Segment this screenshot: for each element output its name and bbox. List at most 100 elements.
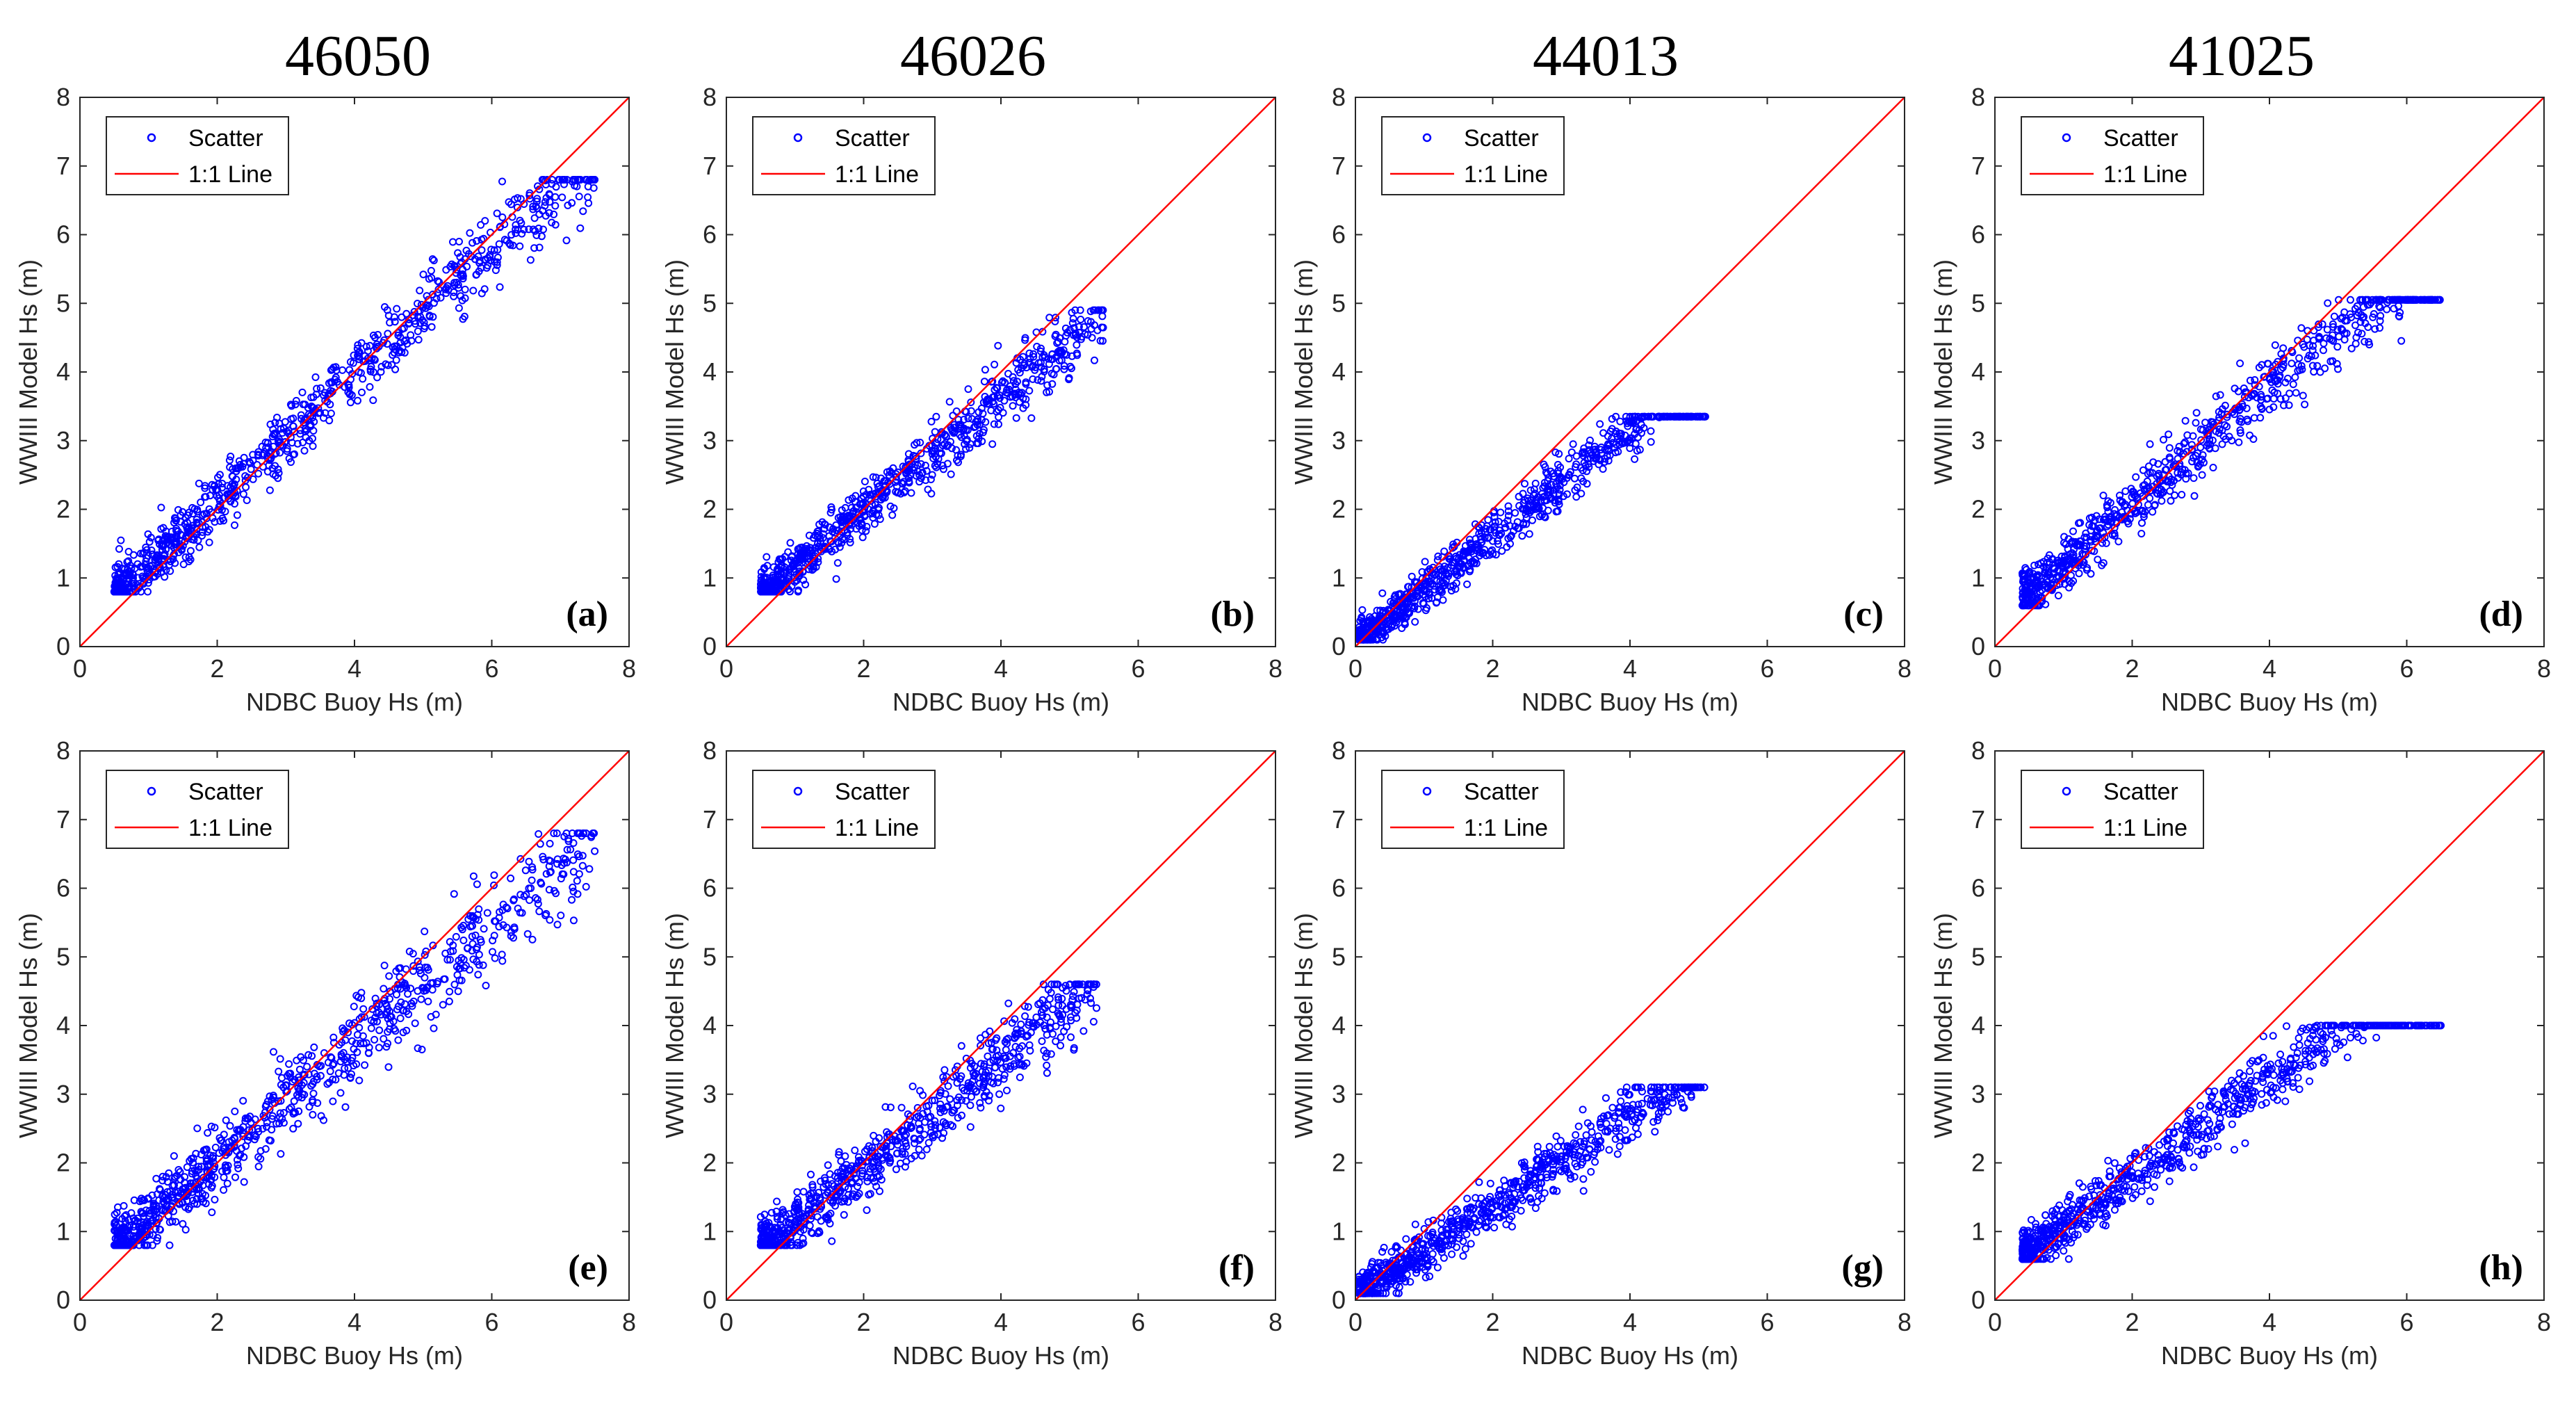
scatter-point	[1038, 1037, 1046, 1045]
legend-label-scatter: Scatter	[835, 125, 910, 152]
scatter-point	[270, 1048, 277, 1056]
scatter-point	[315, 1062, 323, 1071]
scatter-point	[874, 489, 882, 497]
scatter-point	[2158, 489, 2166, 497]
scatter-point	[1428, 594, 1436, 602]
scatter-point	[327, 410, 335, 418]
scatter-point	[218, 1167, 226, 1176]
scatter-point	[1376, 606, 1385, 615]
scatter-point	[757, 584, 765, 592]
scatter-point	[533, 195, 541, 203]
scatter-point	[958, 1096, 966, 1104]
scatter-point	[2364, 295, 2372, 304]
scatter-point	[1386, 606, 1394, 615]
scatter-point	[1585, 441, 1593, 449]
scatter-point	[2394, 295, 2402, 304]
scatter-point	[350, 1045, 358, 1053]
scatter-point	[420, 984, 428, 992]
scatter-point	[2060, 539, 2068, 547]
scatter-point	[114, 1203, 122, 1211]
scatter-point	[359, 1005, 368, 1013]
scatter-point	[299, 400, 307, 409]
scatter-point	[475, 961, 483, 969]
scatter-point	[838, 1198, 846, 1206]
scatter-point	[1567, 448, 1576, 456]
scatter-point	[240, 1178, 248, 1186]
scatter-point	[246, 459, 254, 467]
scatter-point	[1540, 496, 1549, 505]
scatter-point	[440, 975, 448, 983]
scatter-point	[858, 501, 867, 509]
scatter-point	[240, 453, 248, 462]
scatter-point	[229, 483, 238, 491]
scatter-point	[2365, 338, 2373, 346]
scatter-point	[991, 360, 999, 369]
scatter-point	[1421, 558, 1429, 566]
scatter-point	[574, 176, 582, 184]
scatter-point	[211, 1124, 219, 1132]
scatter-point	[421, 973, 429, 982]
scatter-point	[1093, 1004, 1100, 1012]
scatter-point	[326, 1067, 334, 1076]
scatter-point	[464, 915, 473, 923]
scatter-point	[1599, 465, 1607, 473]
scatter-point	[269, 1092, 277, 1100]
scatter-point	[1037, 344, 1045, 353]
scatter-point	[276, 1113, 284, 1121]
x-tick-label: 8	[1898, 654, 1911, 683]
scatter-point	[1504, 507, 1513, 515]
scatter-point	[371, 994, 380, 1003]
scatter-point	[2358, 330, 2366, 338]
scatter-point	[354, 396, 361, 405]
scatter-point	[162, 1206, 170, 1214]
scatter-point	[327, 1053, 335, 1061]
scatter-point	[516, 855, 525, 863]
scatter-point	[1033, 343, 1041, 350]
scatter-point	[981, 418, 990, 426]
scatter-point	[2116, 496, 2124, 505]
scatter-point	[1551, 448, 1560, 457]
scatter-point	[931, 462, 939, 470]
scatter-point	[430, 257, 438, 265]
scatter-point	[394, 331, 402, 339]
scatter-point	[1070, 324, 1078, 332]
scatter-point	[216, 501, 225, 510]
scatter-point	[2357, 311, 2365, 319]
scatter-point	[421, 928, 429, 936]
scatter-point	[120, 1226, 129, 1235]
scatter-point	[291, 1108, 300, 1117]
scatter-point	[195, 1184, 202, 1192]
scatter-point	[394, 1036, 402, 1044]
scatter-point	[367, 1024, 375, 1032]
scatter-point	[576, 224, 585, 232]
scatter-point	[786, 539, 794, 547]
scatter-point	[329, 1033, 338, 1042]
scatter-point	[2165, 444, 2174, 452]
scatter-point	[1084, 317, 1092, 325]
scatter-point	[473, 880, 481, 889]
scatter-point	[894, 1141, 902, 1149]
scatter-point	[826, 1193, 835, 1201]
y-tick-label: 8	[703, 83, 717, 111]
scatter-point	[455, 304, 463, 312]
scatter-point	[2280, 401, 2288, 410]
scatter-point	[532, 894, 540, 902]
scatter-point	[537, 232, 546, 241]
scatter-point	[553, 921, 562, 929]
scatter-point	[153, 1237, 161, 1245]
x-tick-label: 2	[210, 1308, 224, 1336]
scatter-point	[298, 388, 307, 396]
scatter-point	[1551, 499, 1559, 507]
legend-marker-scatter	[147, 786, 156, 796]
y-tick-label: 6	[56, 874, 70, 902]
y-tick-label: 6	[1332, 220, 1346, 249]
scatter-point	[361, 1061, 369, 1069]
scatter-point	[498, 906, 507, 914]
scatter-point	[390, 1025, 398, 1033]
scatter-point	[359, 1032, 367, 1040]
y-axis-label: WWIII Model Hs (m)	[14, 259, 42, 485]
scatter-series	[110, 176, 598, 596]
scatter-point	[1077, 332, 1086, 341]
